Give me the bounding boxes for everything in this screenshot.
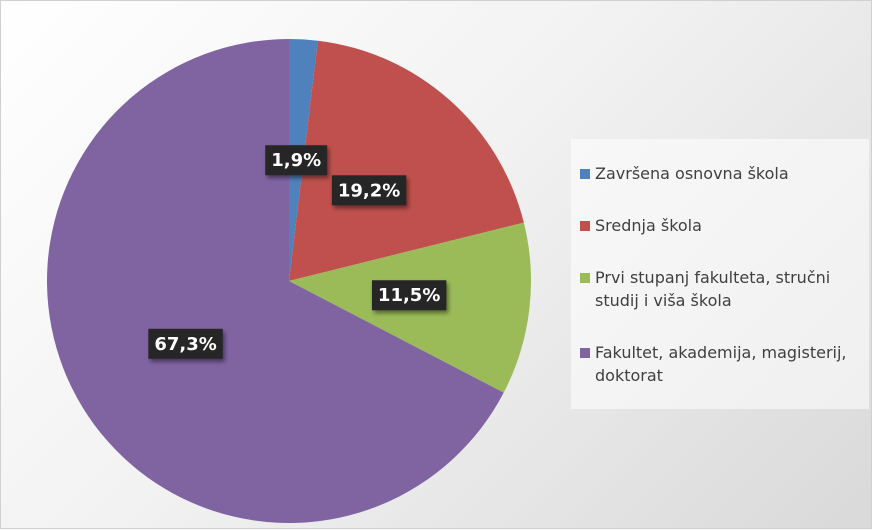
legend-item: Srednja škola bbox=[577, 214, 863, 237]
data-label: 19,2% bbox=[331, 175, 407, 206]
legend-label: Srednja škola bbox=[595, 215, 702, 235]
legend-swatch bbox=[580, 272, 590, 283]
legend-swatch bbox=[580, 168, 590, 179]
legend-item: Završena osnovna škola bbox=[577, 162, 863, 185]
data-label-text: 1,9% bbox=[271, 150, 321, 171]
data-label-text: 19,2% bbox=[338, 180, 400, 201]
pie-slice bbox=[46, 39, 504, 523]
data-label-box bbox=[331, 175, 407, 206]
legend-swatch bbox=[580, 347, 590, 358]
legend-label: Fakultet, akademija, magisterij, doktora… bbox=[595, 342, 847, 385]
data-label-box bbox=[371, 280, 447, 311]
data-label: 67,3% bbox=[148, 328, 223, 359]
data-label-text: 67,3% bbox=[154, 334, 216, 355]
legend-item: Prvi stupanj fakulteta, stručni studij i… bbox=[577, 266, 863, 312]
data-label: 1,9% bbox=[265, 145, 328, 176]
data-label-box bbox=[148, 328, 223, 359]
data-label: 11,5% bbox=[371, 280, 447, 311]
legend-item: Fakultet, akademija, magisterij, doktora… bbox=[577, 341, 863, 387]
data-label-text: 11,5% bbox=[378, 285, 440, 306]
legend-label: Prvi stupanj fakulteta, stručni studij i… bbox=[595, 267, 831, 310]
legend: Završena osnovna škola Srednja škola Prvi … bbox=[571, 139, 869, 409]
data-label-box bbox=[265, 145, 328, 176]
legend-swatch bbox=[580, 220, 590, 231]
pie-slice bbox=[289, 40, 524, 281]
legend-label: Završena osnovna škola bbox=[595, 163, 789, 183]
